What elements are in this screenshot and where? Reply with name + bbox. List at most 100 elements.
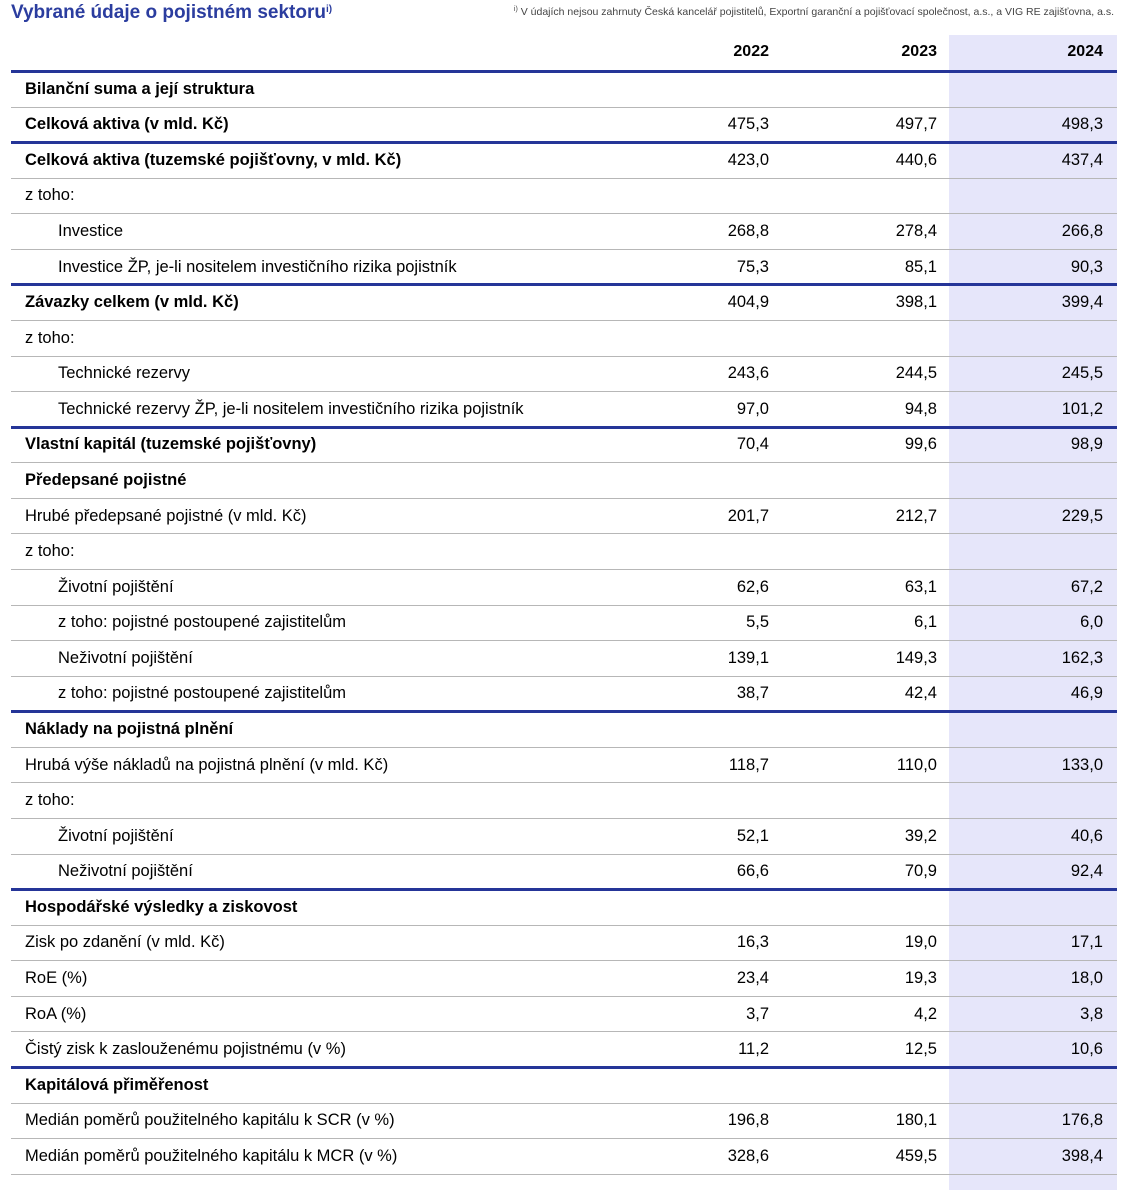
- row-divider: [11, 107, 1117, 108]
- section-rule: [11, 426, 1117, 429]
- row-label: Celková aktiva (tuzemské pojišťovny, v m…: [25, 151, 402, 169]
- footnote: i) V údajích nejsou zahrnuty Česká kance…: [514, 6, 1114, 18]
- row-divider: [11, 854, 1117, 855]
- row-label: Hospodářské výsledky a ziskovost: [25, 898, 298, 916]
- row-divider: [11, 178, 1117, 179]
- value-2024: 498,3: [1061, 115, 1103, 133]
- value-2023: 70,9: [904, 862, 937, 880]
- value-2023: 63,1: [904, 578, 937, 596]
- row-label: Medián poměrů použitelného kapitálu k MC…: [25, 1147, 398, 1165]
- row-divider: [11, 213, 1117, 214]
- table-bottom-rule: [11, 1174, 1117, 1175]
- row-label: Hrubá výše nákladů na pojistná plnění (v…: [25, 756, 389, 774]
- value-2022: 66,6: [736, 862, 769, 880]
- value-2024: 92,4: [1070, 862, 1103, 880]
- value-2023: 39,2: [904, 827, 937, 845]
- row-label: z toho:: [25, 791, 75, 809]
- value-2022: 196,8: [727, 1111, 769, 1129]
- value-2023: 440,6: [895, 151, 937, 169]
- row-label: Medián poměrů použitelného kapitálu k SC…: [25, 1111, 395, 1129]
- value-2024: 6,0: [1080, 613, 1103, 631]
- page-title: Vybrané údaje o pojistném sektorui): [11, 2, 332, 24]
- value-2022: 423,0: [727, 151, 769, 169]
- row-divider: [11, 1031, 1117, 1032]
- row-divider: [11, 1138, 1117, 1139]
- row-label: Neživotní pojištění: [58, 862, 193, 880]
- value-2024: 67,2: [1070, 578, 1103, 596]
- row-divider: [11, 498, 1117, 499]
- value-2023: 212,7: [895, 507, 937, 525]
- value-2024: 266,8: [1061, 222, 1103, 240]
- value-2024: 46,9: [1070, 684, 1103, 702]
- value-2022: 5,5: [746, 613, 769, 631]
- row-divider: [11, 391, 1117, 392]
- row-divider: [11, 249, 1117, 250]
- value-2024: 399,4: [1061, 293, 1103, 311]
- row-divider: [11, 640, 1117, 641]
- row-label: RoA (%): [25, 1005, 87, 1023]
- value-2023: 149,3: [895, 649, 937, 667]
- footnote-text: V údajích nejsou zahrnuty Česká kancelář…: [520, 6, 1114, 18]
- row-label: Hrubé předepsané pojistné (v mld. Kč): [25, 507, 307, 525]
- section-rule: [11, 141, 1117, 144]
- value-2022: 16,3: [736, 933, 769, 951]
- section-rule: [11, 1066, 1117, 1069]
- section-rule: [11, 283, 1117, 286]
- value-2023: 19,0: [904, 933, 937, 951]
- value-2023: 398,1: [895, 293, 937, 311]
- value-2024: 98,9: [1070, 435, 1103, 453]
- value-2022: 268,8: [727, 222, 769, 240]
- value-2023: 94,8: [904, 400, 937, 418]
- section-rule: [11, 70, 1117, 73]
- year-header-2024: 2024: [1067, 43, 1103, 60]
- row-label: Zisk po zdanění (v mld. Kč): [25, 933, 225, 951]
- row-label: Technické rezervy: [58, 364, 191, 382]
- value-2023: 459,5: [895, 1147, 937, 1165]
- row-label: Životní pojištění: [58, 578, 174, 596]
- value-2024: 245,5: [1061, 364, 1103, 382]
- value-2022: 38,7: [736, 684, 769, 702]
- value-2024: 398,4: [1061, 1147, 1103, 1165]
- value-2023: 180,1: [895, 1111, 937, 1129]
- row-label: Závazky celkem (v mld. Kč): [25, 293, 239, 311]
- section-rule: [11, 710, 1117, 713]
- value-2024: 437,4: [1061, 151, 1103, 169]
- row-divider: [11, 1103, 1117, 1104]
- value-2022: 404,9: [727, 293, 769, 311]
- row-label: Celková aktiva (v mld. Kč): [25, 115, 229, 133]
- section-rule: [11, 888, 1117, 891]
- value-2023: 110,0: [896, 756, 937, 774]
- row-label: Náklady na pojistná plnění: [25, 720, 234, 738]
- value-2022: 3,7: [746, 1005, 769, 1023]
- value-2024: 17,1: [1070, 933, 1103, 951]
- row-label: z toho:: [25, 542, 75, 560]
- row-label: Vlastní kapitál (tuzemské pojišťovny): [25, 435, 317, 453]
- value-2024: 40,6: [1070, 827, 1103, 845]
- row-label: Neživotní pojištění: [58, 649, 193, 667]
- value-2024: 229,5: [1061, 507, 1103, 525]
- row-label: Investice ŽP, je-li nositelem investiční…: [58, 258, 457, 276]
- footnote-mark: i): [513, 6, 518, 13]
- value-2024: 3,8: [1080, 1005, 1103, 1023]
- value-2023: 6,1: [914, 613, 937, 631]
- row-label: Životní pojištění: [58, 827, 174, 845]
- row-divider: [11, 533, 1117, 534]
- row-label: z toho:: [25, 186, 75, 204]
- row-divider: [11, 676, 1117, 677]
- row-label: z toho: pojistné postoupené zajistitelům: [58, 684, 347, 702]
- row-divider: [11, 462, 1117, 463]
- row-divider: [11, 960, 1117, 961]
- value-2024: 101,2: [1061, 400, 1103, 418]
- value-2023: 19,3: [904, 969, 937, 987]
- value-2022: 62,6: [736, 578, 769, 596]
- value-2023: 4,2: [914, 1005, 937, 1023]
- row-label: Předepsané pojistné: [25, 471, 187, 489]
- row-label: Technické rezervy ŽP, je-li nositelem in…: [58, 400, 524, 418]
- row-label: z toho: pojistné postoupené zajistitelům: [58, 613, 347, 631]
- value-2022: 139,1: [727, 649, 769, 667]
- row-divider: [11, 320, 1117, 321]
- row-divider: [11, 818, 1117, 819]
- row-divider: [11, 747, 1117, 748]
- value-2022: 328,6: [727, 1147, 769, 1165]
- year-header-2022: 2022: [733, 43, 769, 60]
